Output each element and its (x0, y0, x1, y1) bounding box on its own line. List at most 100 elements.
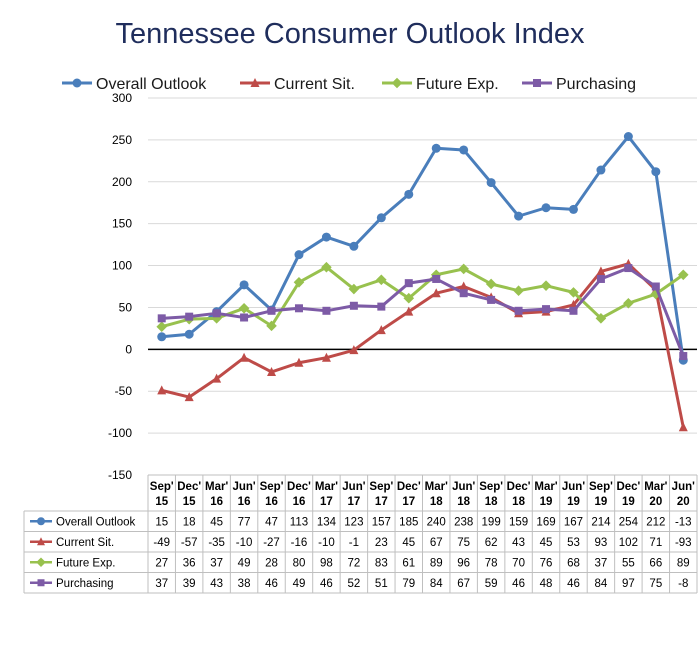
category-label: 18 (485, 496, 498, 508)
table-cell: 15 (155, 516, 168, 528)
row-key-marker-future-exp (36, 557, 46, 568)
table-cell: 55 (622, 557, 635, 569)
data-point-overall-outlook (376, 213, 386, 223)
category-label: 20 (677, 496, 690, 508)
category-label: Jun' (452, 481, 475, 493)
table-cell: 84 (595, 578, 608, 590)
category-label: 17 (402, 496, 415, 508)
data-point-current-sit (376, 325, 386, 335)
data-point-future-exp (513, 285, 524, 296)
category-label: Dec' (616, 481, 640, 493)
table-cell: 212 (646, 516, 665, 528)
table-cell: 37 (595, 557, 608, 569)
legend-label-future-exp: Future Exp. (416, 76, 499, 93)
category-label: Sep' (479, 481, 503, 493)
table-cell: 53 (567, 537, 580, 549)
row-key-marker-overall-outlook (37, 517, 45, 526)
series-lines (156, 132, 689, 432)
table-cell: 67 (430, 537, 443, 549)
category-label: Mar' (205, 481, 228, 493)
category-label: 15 (183, 496, 196, 508)
data-point-current-sit (267, 366, 277, 376)
category-label: Sep' (150, 481, 174, 493)
table-cell: 46 (320, 578, 333, 590)
table-cell: 43 (210, 578, 223, 590)
table-cell: 72 (347, 557, 360, 569)
table-cell: 240 (427, 516, 446, 528)
table-cell: 67 (457, 578, 470, 590)
series-line-purchasing (161, 266, 685, 357)
table-cell: 70 (512, 557, 525, 569)
data-point-overall-outlook (404, 189, 414, 199)
table-cell: 98 (320, 557, 333, 569)
category-label: 19 (567, 496, 580, 508)
legend-label-overall-outlook: Overall Outlook (96, 76, 207, 93)
table-cell: 43 (512, 537, 525, 549)
data-point-overall-outlook (294, 250, 304, 260)
data-point-future-exp (266, 320, 277, 332)
table-cell: 46 (567, 578, 580, 590)
data-point-purchasing (157, 314, 166, 323)
table-cell: 27 (155, 557, 168, 569)
table-cell: 78 (485, 557, 498, 569)
category-label: 16 (265, 496, 278, 508)
data-point-purchasing (569, 306, 578, 315)
table-cell: -1 (349, 537, 359, 549)
y-tick-label: 100 (112, 259, 132, 273)
row-label-current-sit: Current Sit. (56, 537, 114, 549)
table-cell: 45 (540, 537, 553, 549)
data-point-current-sit (321, 352, 331, 362)
table-cell: 75 (457, 537, 470, 549)
category-label: Mar' (315, 481, 338, 493)
category-label: 19 (595, 496, 608, 508)
data-point-overall-outlook (184, 329, 194, 339)
table-cell: -93 (675, 537, 692, 549)
category-label: 19 (622, 496, 635, 508)
data-point-purchasing (679, 352, 688, 361)
table-cell: 185 (399, 516, 418, 528)
table-cell: 159 (509, 516, 528, 528)
data-point-current-sit (404, 306, 414, 316)
category-label: 18 (430, 496, 443, 508)
data-point-purchasing (294, 304, 303, 313)
table-cell: 66 (649, 557, 662, 569)
y-tick-label: 300 (112, 91, 132, 105)
data-point-overall-outlook (431, 143, 441, 153)
table-cell: -49 (153, 537, 170, 549)
table-cell: 113 (290, 516, 308, 528)
table-cell: 28 (265, 557, 278, 569)
table-cell: 49 (293, 578, 306, 590)
table-cell: 36 (183, 557, 196, 569)
data-point-overall-outlook (623, 132, 633, 142)
table-cell: 83 (375, 557, 388, 569)
table-cell: 199 (482, 516, 501, 528)
data-point-overall-outlook (349, 241, 359, 251)
chart-title: Tennessee Consumer Outlook Index (115, 18, 585, 50)
category-label: Dec' (177, 481, 201, 493)
table-cell: 52 (347, 578, 360, 590)
data-point-future-exp (623, 297, 634, 309)
data-point-future-exp (677, 269, 689, 281)
table-cell: 93 (595, 537, 608, 549)
y-tick-label: 250 (112, 133, 132, 147)
data-point-current-sit (157, 385, 167, 395)
category-label: 18 (457, 496, 470, 508)
table-cell: 23 (375, 537, 388, 549)
table-cell: 79 (402, 578, 415, 590)
data-point-overall-outlook (321, 232, 331, 242)
table-cell: 102 (619, 537, 638, 549)
legend-marker-purchasing (533, 79, 541, 87)
y-tick-label: 150 (112, 217, 132, 231)
table-cell: 37 (210, 557, 223, 569)
y-tick-label: 200 (112, 175, 132, 189)
data-point-overall-outlook (651, 167, 661, 177)
table-cell: -57 (181, 537, 198, 549)
table-cell: 97 (622, 578, 635, 590)
data-point-future-exp (238, 302, 250, 314)
data-point-current-sit (294, 357, 304, 367)
table-cell: 48 (540, 578, 553, 590)
data-point-purchasing (212, 309, 221, 318)
legend-label-current-sit: Current Sit. (274, 76, 355, 93)
data-point-future-exp (321, 261, 332, 273)
